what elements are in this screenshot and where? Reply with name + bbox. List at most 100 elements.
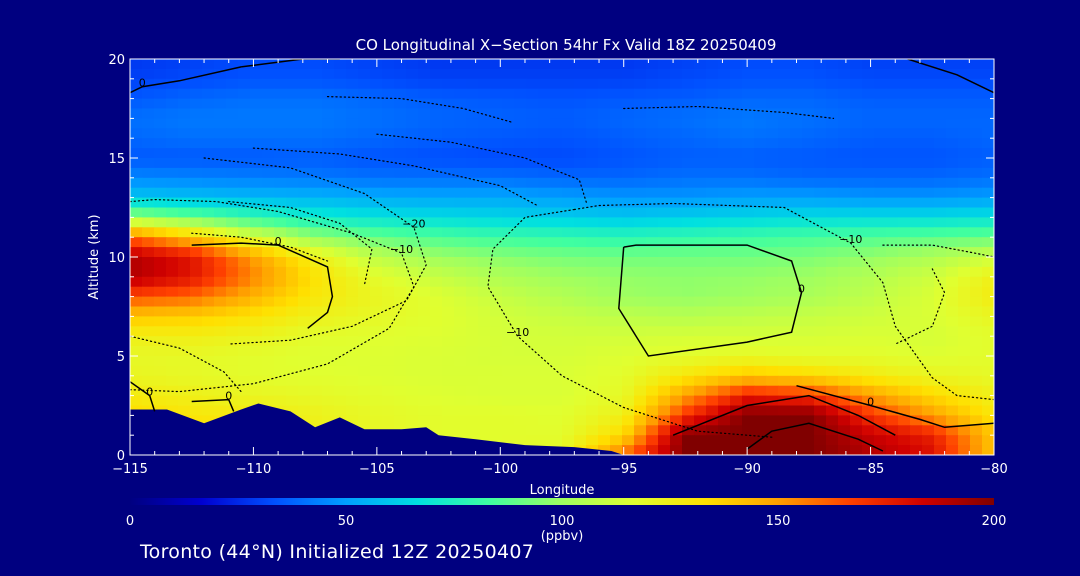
heatmap-cell bbox=[250, 217, 263, 228]
heatmap-cell bbox=[394, 356, 407, 367]
heatmap-cell bbox=[778, 365, 791, 377]
heatmap-cell bbox=[130, 385, 143, 397]
heatmap-cell bbox=[886, 187, 899, 199]
heatmap-cell bbox=[454, 266, 467, 278]
heatmap-cell bbox=[574, 266, 587, 278]
heatmap-cell bbox=[970, 296, 983, 308]
heatmap-cell bbox=[658, 326, 671, 337]
heatmap-cell bbox=[730, 276, 743, 288]
heatmap-cell bbox=[334, 266, 347, 278]
heatmap-cell bbox=[886, 356, 899, 367]
heatmap-cell bbox=[262, 296, 275, 308]
heatmap-cell bbox=[766, 365, 779, 377]
heatmap-cell bbox=[850, 88, 863, 100]
heatmap-cell bbox=[418, 336, 431, 347]
heatmap-cell bbox=[154, 247, 167, 258]
heatmap-cell bbox=[418, 167, 431, 179]
heatmap-cell bbox=[178, 247, 191, 258]
heatmap-cell bbox=[862, 158, 875, 169]
heatmap-cell bbox=[634, 336, 647, 347]
heatmap-cell bbox=[802, 346, 815, 357]
heatmap-cell bbox=[658, 128, 671, 139]
heatmap-cell bbox=[946, 445, 959, 455]
heatmap-cell bbox=[154, 197, 167, 209]
heatmap-cell bbox=[406, 187, 419, 199]
heatmap-cell bbox=[190, 98, 203, 110]
heatmap-cell bbox=[766, 98, 779, 110]
heatmap-cell bbox=[886, 217, 899, 228]
heatmap-cell bbox=[298, 98, 311, 110]
heatmap-cell bbox=[538, 197, 551, 209]
heatmap-cell bbox=[826, 247, 839, 258]
heatmap-cell bbox=[958, 365, 971, 377]
heatmap-cell bbox=[466, 286, 479, 298]
heatmap-cell bbox=[550, 98, 563, 110]
heatmap-cell bbox=[310, 296, 323, 308]
heatmap-cell bbox=[718, 276, 731, 288]
heatmap-cell bbox=[862, 336, 875, 347]
heatmap-cell bbox=[754, 247, 767, 258]
heatmap-cell bbox=[790, 68, 803, 80]
heatmap-cell bbox=[778, 148, 791, 159]
heatmap-cell bbox=[502, 128, 515, 139]
heatmap-cell bbox=[142, 237, 155, 248]
heatmap-cell bbox=[586, 296, 599, 308]
heatmap-cell bbox=[166, 158, 179, 169]
heatmap-cell bbox=[454, 197, 467, 209]
heatmap-cell bbox=[610, 128, 623, 139]
heatmap-cell bbox=[538, 326, 551, 337]
heatmap-cell bbox=[922, 78, 935, 90]
heatmap-cell bbox=[346, 375, 359, 387]
contour-line bbox=[326, 95, 514, 124]
heatmap-cell bbox=[250, 336, 263, 347]
heatmap-cell bbox=[682, 138, 695, 149]
heatmap-cell bbox=[130, 286, 143, 298]
heatmap-cell bbox=[634, 375, 647, 387]
heatmap-cell bbox=[238, 227, 251, 238]
heatmap-cell bbox=[610, 415, 623, 426]
heatmap-cell bbox=[310, 118, 323, 129]
heatmap-cell bbox=[322, 88, 335, 100]
heatmap-cell bbox=[262, 167, 275, 179]
heatmap-cell bbox=[574, 306, 587, 317]
heatmap-cell bbox=[430, 138, 443, 149]
heatmap-cell bbox=[130, 326, 143, 337]
heatmap-cell bbox=[982, 68, 994, 80]
heatmap-cell bbox=[802, 316, 815, 327]
heatmap-cell bbox=[826, 326, 839, 337]
contour-line bbox=[203, 157, 427, 345]
heatmap-cell bbox=[802, 227, 815, 238]
heatmap-cell bbox=[658, 118, 671, 129]
heatmap-cell bbox=[838, 128, 851, 139]
heatmap-cell bbox=[346, 365, 359, 377]
heatmap-cell bbox=[454, 108, 467, 119]
heatmap-cell bbox=[910, 217, 923, 228]
heatmap-cell bbox=[742, 385, 755, 397]
heatmap-cell bbox=[214, 177, 227, 189]
heatmap-cell bbox=[538, 296, 551, 308]
heatmap-cell bbox=[190, 167, 203, 179]
heatmap-cell bbox=[742, 138, 755, 149]
heatmap-cell bbox=[442, 187, 455, 199]
heatmap-cell bbox=[610, 98, 623, 110]
heatmap-cell bbox=[322, 68, 335, 80]
heatmap-cell bbox=[646, 88, 659, 100]
heatmap-cell bbox=[742, 356, 755, 367]
heatmap-cell bbox=[886, 257, 899, 268]
heatmap-cell bbox=[826, 405, 839, 416]
heatmap-cell bbox=[166, 187, 179, 199]
heatmap-cell bbox=[358, 286, 371, 298]
heatmap-cell bbox=[346, 167, 359, 179]
heatmap-cell bbox=[622, 177, 635, 189]
heatmap-cell bbox=[910, 148, 923, 159]
heatmap-cell bbox=[610, 326, 623, 337]
colorbar-tick-label: 0 bbox=[126, 514, 134, 529]
heatmap-cell bbox=[634, 98, 647, 110]
heatmap-cell bbox=[214, 326, 227, 337]
heatmap-cell bbox=[970, 435, 983, 446]
heatmap-cell bbox=[922, 316, 935, 327]
heatmap-cell bbox=[466, 346, 479, 357]
heatmap-cell bbox=[214, 78, 227, 90]
heatmap-cell bbox=[490, 286, 503, 298]
heatmap-cell bbox=[370, 167, 383, 179]
